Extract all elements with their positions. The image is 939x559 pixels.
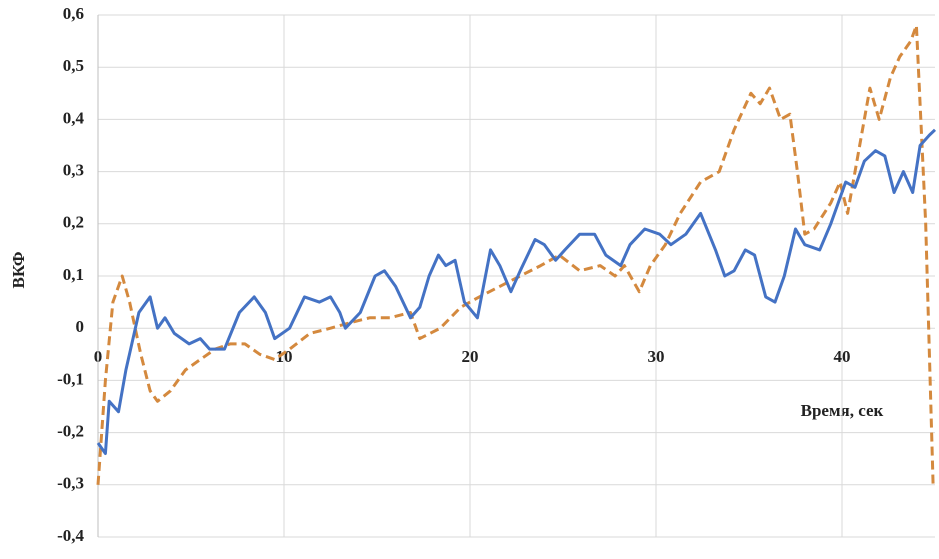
y-tick-label: -0,3: [57, 474, 84, 493]
y-axis-label: ВКФ: [9, 251, 28, 288]
y-tick-label: 0,5: [63, 56, 84, 75]
y-tick-label: 0,2: [63, 213, 84, 232]
x-tick-label: 20: [462, 347, 479, 366]
x-tick-label: 30: [648, 347, 665, 366]
x-tick-label: 10: [276, 347, 293, 366]
y-tick-label: 0,1: [63, 265, 84, 284]
y-tick-label: 0,3: [63, 161, 84, 180]
y-tick-label: -0,2: [57, 422, 84, 441]
y-tick-label: -0,1: [57, 369, 84, 388]
y-tick-label: 0: [76, 317, 85, 336]
series-line: [96, 128, 937, 455]
x-tick-label: 40: [834, 347, 851, 366]
series-line: [96, 23, 935, 485]
y-tick-label: -0,4: [57, 526, 84, 545]
y-tick-label: 0,6: [63, 4, 84, 23]
y-tick-label: 0,4: [63, 108, 85, 127]
